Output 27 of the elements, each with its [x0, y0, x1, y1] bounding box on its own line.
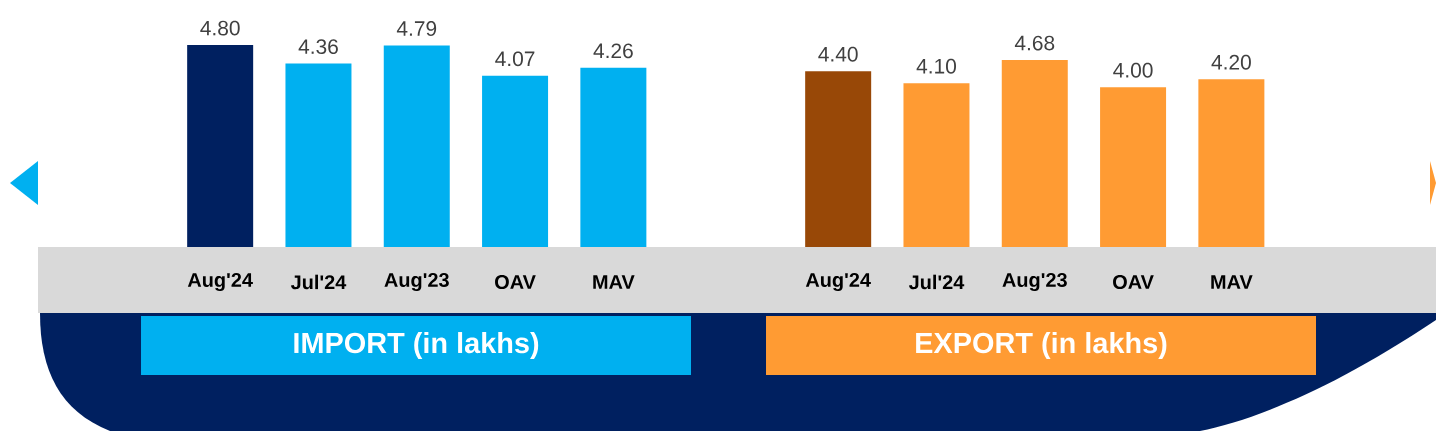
x-tick-label: MAV	[593, 275, 635, 289]
bar	[187, 45, 254, 247]
x-tick-label: Aug'24	[187, 272, 253, 292]
bar	[285, 63, 352, 247]
bar	[482, 75, 549, 247]
text: IMPORT (in lakhs)	[294, 332, 539, 359]
data-label: 4.07	[495, 51, 535, 67]
x-tick-label: OAV	[1113, 274, 1154, 290]
data-label: 4.10	[916, 58, 956, 74]
x-tick-label: Jul'24	[290, 274, 347, 290]
x-tick-label: Aug'24	[805, 272, 871, 292]
data-label: 4.80	[200, 20, 240, 36]
data-label: 4.79	[396, 21, 437, 36]
text: EXPORT (in lakhs)	[916, 332, 1167, 359]
data-label: 4.68	[1014, 35, 1055, 51]
x-tick-label: OAV	[495, 274, 536, 290]
x-tick-label: Aug'23	[384, 272, 449, 292]
x-tick-label: Aug'23	[1002, 272, 1067, 292]
bar	[580, 67, 647, 247]
bar	[383, 45, 450, 247]
data-label: 4.40	[818, 46, 858, 62]
data-label: 4.00	[1113, 62, 1153, 78]
data-label: 4.20	[1211, 54, 1251, 70]
data-label: 4.26	[593, 43, 633, 59]
x-tick-label: MAV	[1211, 275, 1253, 289]
x-tick-label: Jul'24	[908, 274, 965, 290]
data-label: 4.36	[298, 39, 338, 55]
